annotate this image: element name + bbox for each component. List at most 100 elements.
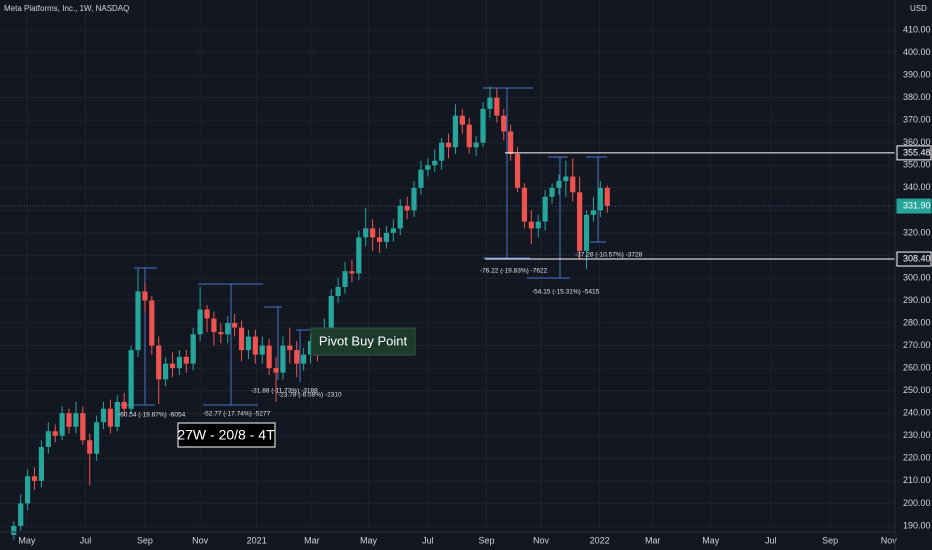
candle-body xyxy=(432,160,438,166)
candle-body xyxy=(563,176,569,182)
candle-body xyxy=(480,108,486,143)
candle-body xyxy=(363,228,369,238)
candle-body xyxy=(604,187,610,206)
y-tick-label: 190.00 xyxy=(903,520,931,530)
candle-body xyxy=(273,368,279,373)
y-tick-label: 260.00 xyxy=(903,363,931,373)
candle-body xyxy=(452,115,459,148)
y-tick-label: 370.00 xyxy=(903,115,931,125)
candle-body xyxy=(11,525,17,535)
candle-body xyxy=(38,447,45,481)
candle-body xyxy=(328,295,334,328)
candle-body xyxy=(514,153,521,188)
candle-body xyxy=(197,309,203,335)
y-tick-label: 300.00 xyxy=(903,272,931,282)
candle-body xyxy=(528,221,534,229)
y-tick-label: 250.00 xyxy=(903,385,931,395)
y-tick-label: 390.00 xyxy=(903,69,931,79)
candle-body xyxy=(52,431,58,436)
y-tick-label: 380.00 xyxy=(903,92,931,102)
y-tick-label: 290.00 xyxy=(903,295,931,305)
x-tick-label: Nov xyxy=(192,535,209,545)
measure-label: -37.28 (-10.57%) -3728 xyxy=(575,252,643,259)
candle-body xyxy=(370,228,376,238)
candle-body xyxy=(18,503,24,526)
candle-body xyxy=(577,192,583,251)
candle-body xyxy=(335,286,341,296)
candle-body xyxy=(459,115,465,125)
candle-body xyxy=(494,97,500,116)
candle-body xyxy=(356,237,362,274)
price-label: 355.48 xyxy=(903,147,931,157)
x-tick-label: Jul xyxy=(422,535,434,545)
candle-body xyxy=(487,97,493,109)
currency: USD xyxy=(910,4,927,13)
callout: Pivot Buy Point xyxy=(319,333,408,348)
candle-body xyxy=(31,476,38,481)
overlay-layer: 355.48 308.40 331.90 -60.54 (-19.87%) -6054… xyxy=(0,145,932,448)
candle-body xyxy=(156,345,162,380)
price-label-box xyxy=(896,145,932,161)
chart-header: Meta Platforms, Inc., 1W, NASDAQ xyxy=(4,4,129,13)
candle-body xyxy=(25,476,31,504)
price-label: 308.40 xyxy=(903,253,931,263)
candle-body xyxy=(73,413,79,427)
candle-body xyxy=(301,354,307,364)
candle-body xyxy=(404,205,410,211)
candle-body xyxy=(121,401,127,409)
candle-body xyxy=(176,356,183,369)
x-tick-label: Jul xyxy=(80,535,92,545)
candle-body xyxy=(439,142,445,161)
x-tick-label: 2021 xyxy=(247,535,267,545)
candle-body xyxy=(376,237,383,242)
measure-label: -31.88 (-11.73%) -3188 xyxy=(251,388,318,395)
candle-body xyxy=(259,345,265,355)
x-tick-label: Mar xyxy=(304,535,320,545)
candle-body xyxy=(190,334,196,364)
candle-body xyxy=(542,196,548,222)
annotation-layer xyxy=(119,87,607,406)
candle-body xyxy=(163,363,169,380)
candle-body xyxy=(597,187,603,211)
candle-body xyxy=(232,323,238,328)
candle-body xyxy=(114,401,120,427)
candle-body xyxy=(142,291,148,301)
candle-body xyxy=(570,176,576,193)
y-tick-label: 240.00 xyxy=(903,408,931,418)
callout-box xyxy=(177,422,276,448)
callout-box xyxy=(310,327,416,356)
candle-body xyxy=(107,408,114,427)
candle-body xyxy=(390,228,396,233)
x-tick-label: Sep xyxy=(478,535,494,545)
candle-body xyxy=(245,336,252,351)
x-tick-label: Nov xyxy=(533,535,550,545)
x-tick-label: Jul xyxy=(765,535,777,545)
measure-label: -23.78 (-8.58%) -2310 xyxy=(278,392,342,399)
measure-label: -60.54 (-19.87%) -6054 xyxy=(118,412,186,419)
y-tick-label: 360.00 xyxy=(903,137,931,147)
price-label: 331.90 xyxy=(903,200,931,210)
candle-body xyxy=(349,271,355,274)
candle-body xyxy=(521,187,528,222)
candle-body xyxy=(556,181,562,188)
measure-label: -76.22 (-19.83%) -7622 xyxy=(480,268,548,275)
candle-body xyxy=(252,336,258,355)
candle-body xyxy=(59,413,65,436)
candle-body xyxy=(100,408,107,423)
candle-body xyxy=(590,210,597,215)
candle-body xyxy=(583,214,590,251)
candle-body xyxy=(45,431,51,448)
candle-body xyxy=(169,363,176,369)
x-tick-label: Mar xyxy=(645,535,661,545)
y-tick-label: 200.00 xyxy=(903,498,931,508)
y-tick-label: 230.00 xyxy=(903,430,931,440)
candle-body xyxy=(238,327,245,351)
y-tick-label: 320.00 xyxy=(903,227,931,237)
x-tick-label: May xyxy=(702,535,720,545)
candle-body xyxy=(466,124,472,148)
candle-body xyxy=(225,323,231,335)
candle-body xyxy=(383,232,390,242)
measure-label: -52.77 (-17.74%) -5277 xyxy=(203,411,271,418)
candle-body xyxy=(425,165,431,170)
